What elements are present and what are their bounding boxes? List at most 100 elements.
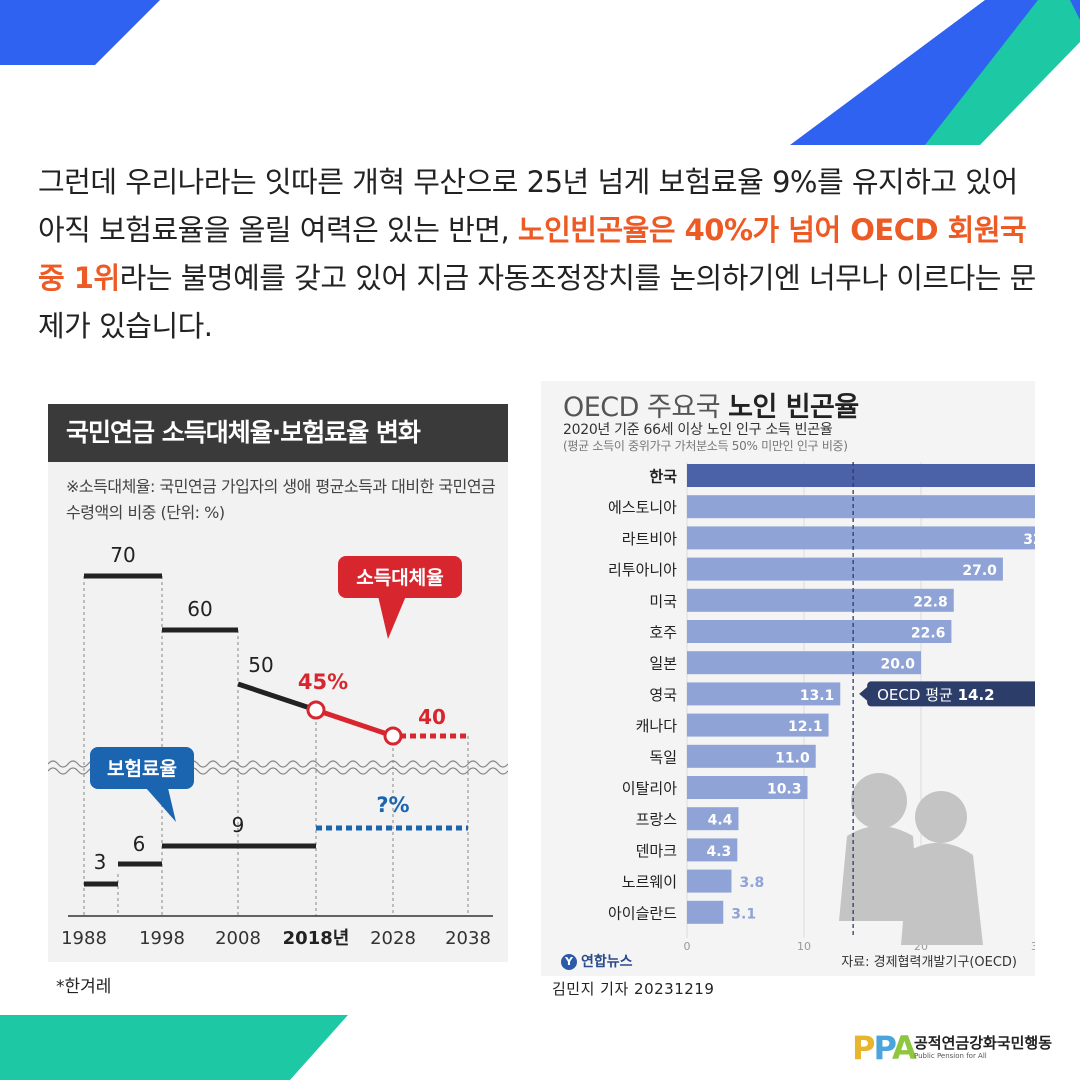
bar xyxy=(687,620,952,643)
replacement-callout: 소득대체율 xyxy=(338,556,462,639)
x-tick-1998: 1998 xyxy=(139,928,185,949)
value-label: 4.3 xyxy=(706,844,731,860)
bar xyxy=(687,495,1035,519)
value-label: 3.1 xyxy=(731,906,756,922)
bar xyxy=(687,869,732,893)
x-tick-2038: 2038 xyxy=(445,928,491,949)
yonhap-logo-mark: Y xyxy=(561,954,577,970)
category-label: 프랑스 xyxy=(636,811,678,829)
brand-tagline: Public Pension for All xyxy=(914,1052,987,1060)
intro-text-2: 라는 불명예를 갖고 있어 지금 자동조정장치를 논의하기엔 너무나 이르다는 … xyxy=(38,261,1036,343)
category-label: 에스토니아 xyxy=(608,499,677,517)
top-right-stripes xyxy=(790,0,1080,145)
oecd-average-badge xyxy=(867,681,1035,707)
category-label: 리투아니아 xyxy=(608,561,677,579)
bar xyxy=(687,713,829,737)
category-label: 미국 xyxy=(649,592,677,610)
oecd-average: OECD 평균 14.2 xyxy=(852,462,1035,938)
premium-label-unknown: ?% xyxy=(376,793,409,817)
bar xyxy=(687,838,738,862)
value-label: 13.1 xyxy=(800,688,835,704)
replacement-seg-50 xyxy=(237,681,317,713)
value-label: 32.2 xyxy=(1023,532,1035,548)
category-label: 아이슬란드 xyxy=(608,904,677,922)
value-label: 22.6 xyxy=(911,626,946,642)
bar xyxy=(687,807,739,831)
right-chart-credit: 김민지 기자 20231219 xyxy=(552,980,715,998)
bar xyxy=(687,464,1035,487)
value-label: 4.4 xyxy=(708,813,733,829)
ppa-letter-1: P xyxy=(852,1029,875,1067)
category-label: 호주 xyxy=(649,624,677,642)
yonhap-logo: Y 연합뉴스 xyxy=(561,951,633,971)
x-tick-2018: 2018년 xyxy=(283,928,350,949)
oecd-average-pointer xyxy=(859,685,870,703)
premium-label-9: 9 xyxy=(232,813,245,837)
right-chart-title: OECD 주요국 노인 빈곤율 xyxy=(563,385,859,424)
bar xyxy=(687,526,1035,550)
category-label: 덴마크 xyxy=(636,842,677,860)
replacement-point-2018 xyxy=(306,700,326,720)
bar xyxy=(687,744,816,768)
right-title-light: OECD 주요국 xyxy=(563,392,729,423)
top-left-stripe xyxy=(0,0,160,65)
category-label: 한국 xyxy=(649,468,677,486)
oecd-average-value: 14.2 xyxy=(958,686,995,704)
premium-label-6: 6 xyxy=(133,832,146,856)
value-label: 10.3 xyxy=(767,782,802,798)
replacement-label-60: 60 xyxy=(187,597,212,621)
x-tick-label: 30 xyxy=(1031,940,1035,953)
right-title-bold: 노인 빈곤율 xyxy=(728,392,859,423)
pension-rate-chart: 국민연금 소득대체율·보험료율 변화 ※소득대체율: 국민연금 가입자의 생애 … xyxy=(48,404,508,962)
value-label: 20.0 xyxy=(880,657,915,673)
bar xyxy=(687,557,1003,581)
x-tick-2008: 2008 xyxy=(215,928,261,949)
right-chart-bars: 한국40.4%에스토니아34.6라트비아32.2리투아니아27.0미국22.8호… xyxy=(608,464,1035,924)
value-label: 3.8 xyxy=(739,875,764,891)
left-chart-svg: 70 60 50 45% 40 소득대체율 3 6 9 ?% 보험료율 1988… xyxy=(48,543,508,949)
x-tick-label: 0 xyxy=(684,940,691,953)
left-chart-title: 국민연금 소득대체율·보험료율 변화 xyxy=(48,404,508,462)
bar xyxy=(687,588,954,612)
intro-highlight: 노인빈곤율은 40%가 넘어 OECD 회원국 중 1위 xyxy=(38,213,1027,295)
category-label: 이탈리아 xyxy=(622,780,677,798)
left-chart-note: ※소득대체율: 국민연금 가입자의 생애 평균소득과 대비한 국민연금 수령액의… xyxy=(66,477,496,522)
replacement-label-50: 50 xyxy=(248,653,273,677)
x-tick-1988: 1988 xyxy=(61,928,107,949)
right-chart-subtitle: 2020년 기준 66세 이상 노인 인구 소득 빈곤율 xyxy=(563,422,833,438)
bar xyxy=(687,682,841,706)
bar xyxy=(687,900,724,924)
x-tick-2028: 2028 xyxy=(370,928,416,949)
premium-callout-text: 보험료율 xyxy=(107,758,177,780)
premium-callout: 보험료율 xyxy=(90,747,194,822)
category-label: 영국 xyxy=(649,686,677,704)
category-label: 노르웨이 xyxy=(622,873,677,891)
value-label: 11.0 xyxy=(775,750,810,766)
yonhap-logo-text: 연합뉴스 xyxy=(581,954,633,970)
left-chart-source: *한겨레 xyxy=(56,977,112,997)
ppa-letter-2: P xyxy=(873,1029,893,1067)
category-label: 캐나다 xyxy=(636,717,678,735)
elderly-silhouette-icon xyxy=(839,773,983,945)
x-tick-label: 10 xyxy=(797,940,811,953)
category-label: 라트비아 xyxy=(622,530,677,548)
replacement-label-70: 70 xyxy=(110,543,135,567)
intro-paragraph: 그런데 우리나라는 잇따른 개혁 무산으로 25년 넘게 보험료율 9%를 유지… xyxy=(38,158,1048,350)
bar xyxy=(687,651,921,675)
replacement-label-45: 45% xyxy=(298,670,348,694)
premium-label-3: 3 xyxy=(94,850,107,874)
replacement-label-40: 40 xyxy=(418,705,446,729)
elderly-poverty-chart: OECD 주요국 노인 빈곤율 2020년 기준 66세 이상 노인 인구 소득… xyxy=(541,381,1035,976)
intro-text-1: 그런데 우리나라는 잇따른 개혁 무산으로 25년 넘게 보험료율 9%를 유지… xyxy=(38,165,1018,247)
brand-name: 공적연금강화국민행동 xyxy=(914,1034,1053,1052)
value-label: 12.1 xyxy=(788,719,823,735)
ppa-logo: PPA xyxy=(852,1029,917,1067)
category-label: 일본 xyxy=(649,655,677,673)
replacement-point-2028 xyxy=(383,726,403,746)
replacement-callout-text: 소득대체율 xyxy=(356,567,443,589)
value-label: 27.0 xyxy=(962,563,997,579)
category-label: 독일 xyxy=(649,748,677,766)
right-chart-subtitle-2: (평균 소득이 중위가구 가처분소득 50% 미만인 인구 비중) xyxy=(563,439,848,453)
ppa-letter-3: A xyxy=(891,1029,917,1067)
oecd-average-label: OECD 평균 14.2 xyxy=(877,686,994,704)
